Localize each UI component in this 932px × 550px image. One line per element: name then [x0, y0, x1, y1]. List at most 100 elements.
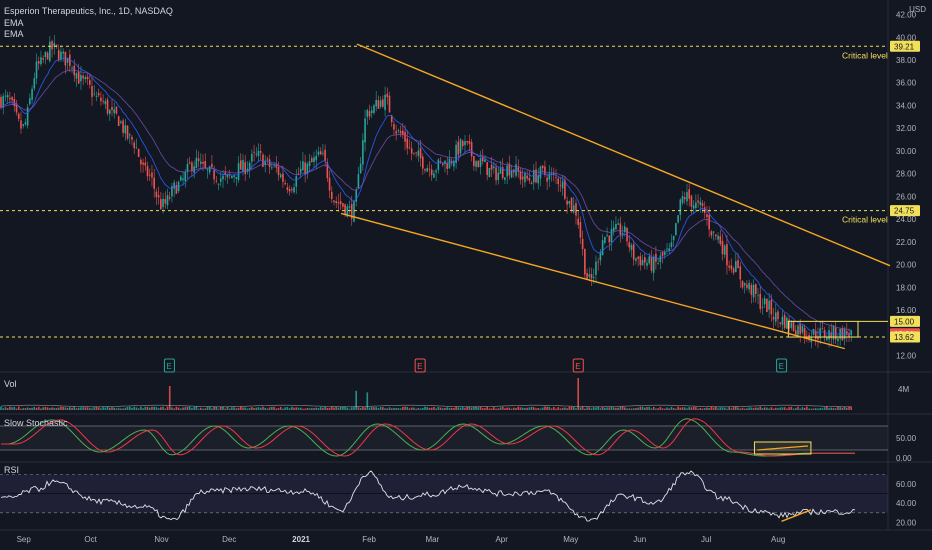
candle[interactable] — [200, 153, 202, 169]
volume-bar[interactable] — [437, 407, 440, 410]
volume-bar[interactable] — [191, 408, 193, 410]
candle[interactable] — [102, 94, 104, 105]
candle[interactable] — [506, 162, 508, 185]
volume-bar[interactable] — [832, 408, 835, 410]
candle[interactable] — [397, 128, 400, 134]
volume-bar[interactable] — [610, 406, 613, 410]
volume-bar[interactable] — [477, 407, 480, 410]
candle[interactable] — [823, 326, 826, 342]
volume-bar[interactable] — [739, 408, 742, 410]
candle[interactable] — [386, 87, 389, 105]
rsi-pane[interactable] — [0, 470, 888, 522]
candle[interactable] — [302, 152, 304, 171]
candle[interactable] — [357, 166, 360, 189]
volume-bar[interactable] — [328, 407, 331, 410]
candle[interactable] — [293, 183, 295, 195]
volume-bar[interactable] — [111, 406, 113, 410]
candle[interactable] — [450, 157, 453, 167]
volume-bar[interactable] — [62, 406, 64, 410]
volume-bar[interactable] — [701, 408, 704, 410]
candle[interactable] — [639, 252, 642, 271]
volume-bar[interactable] — [843, 406, 846, 410]
volume-bar[interactable] — [794, 408, 797, 410]
candle[interactable] — [204, 153, 207, 170]
candle[interactable] — [417, 141, 420, 162]
volume-bar[interactable] — [388, 407, 391, 410]
candle[interactable] — [253, 144, 255, 162]
volume-bar[interactable] — [508, 407, 511, 410]
candle[interactable] — [239, 153, 242, 170]
candle[interactable] — [544, 160, 546, 178]
volume-bar[interactable] — [728, 407, 730, 410]
volume-bar[interactable] — [595, 407, 597, 410]
candle[interactable] — [473, 156, 475, 171]
candle[interactable] — [186, 158, 189, 179]
volume-bar[interactable] — [15, 408, 18, 410]
volume-bar[interactable] — [730, 408, 733, 410]
volume-bar[interactable] — [404, 406, 406, 410]
volume-bar[interactable] — [135, 407, 138, 410]
volume-bar[interactable] — [741, 407, 744, 410]
candle[interactable] — [819, 322, 821, 345]
candle[interactable] — [49, 35, 51, 63]
volume-bar[interactable] — [188, 406, 191, 410]
volume-bar[interactable] — [0, 406, 2, 410]
volume-bar[interactable] — [572, 407, 575, 410]
candle[interactable] — [6, 91, 9, 104]
candle[interactable] — [182, 171, 184, 186]
volume-bar[interactable] — [459, 407, 462, 410]
candle[interactable] — [22, 123, 24, 129]
volume-bar[interactable] — [706, 407, 708, 410]
candle[interactable] — [533, 164, 535, 191]
volume-bar[interactable] — [193, 407, 195, 410]
candle[interactable] — [703, 201, 706, 219]
volume-bar[interactable] — [823, 407, 826, 410]
candle[interactable] — [755, 283, 757, 303]
volume-bar[interactable] — [426, 407, 429, 410]
candle[interactable] — [384, 86, 386, 117]
candle[interactable] — [2, 93, 5, 115]
rsi-trendline[interactable] — [781, 509, 812, 522]
volume-bar[interactable] — [848, 406, 850, 410]
volume-bar[interactable] — [248, 407, 251, 410]
volume-bar[interactable] — [570, 406, 573, 410]
earnings-marker[interactable] — [163, 358, 175, 373]
volume-bar[interactable] — [299, 407, 302, 410]
candle[interactable] — [128, 132, 131, 144]
volume-bar[interactable] — [120, 408, 122, 410]
volume-bar[interactable] — [379, 407, 382, 410]
volume-bar[interactable] — [13, 406, 16, 410]
candle[interactable] — [195, 149, 198, 169]
volume-bar[interactable] — [64, 407, 67, 410]
candle[interactable] — [537, 168, 540, 190]
volume-bar[interactable] — [71, 407, 73, 410]
volume-bar[interactable] — [783, 407, 786, 410]
candle[interactable] — [577, 211, 579, 229]
volume-bar[interactable] — [293, 407, 295, 410]
volume-bar[interactable] — [157, 408, 160, 410]
candle[interactable] — [695, 194, 697, 212]
candle[interactable] — [803, 324, 806, 344]
volume-bar[interactable] — [470, 407, 473, 410]
volume-bar[interactable] — [26, 407, 29, 410]
candle[interactable] — [306, 161, 309, 179]
volume-bar[interactable] — [446, 407, 449, 410]
volume-bar[interactable] — [761, 408, 764, 410]
candle[interactable] — [761, 298, 764, 315]
candle[interactable] — [15, 100, 18, 116]
candle[interactable] — [586, 268, 588, 280]
candle[interactable] — [630, 242, 633, 258]
volume-bar[interactable] — [393, 407, 395, 410]
ema-short-line[interactable] — [0, 57, 852, 335]
volume-bar[interactable] — [44, 406, 47, 410]
candle[interactable] — [115, 106, 118, 115]
volume-bar[interactable] — [202, 408, 204, 410]
volume-bar[interactable] — [29, 408, 31, 410]
earnings-marker[interactable] — [776, 358, 788, 373]
candle[interactable] — [377, 95, 380, 109]
volume-bar[interactable] — [335, 406, 338, 410]
volume-bar[interactable] — [386, 408, 389, 410]
volume-bar[interactable] — [670, 406, 673, 410]
candle[interactable] — [271, 162, 273, 171]
volume-bar[interactable] — [319, 407, 322, 410]
